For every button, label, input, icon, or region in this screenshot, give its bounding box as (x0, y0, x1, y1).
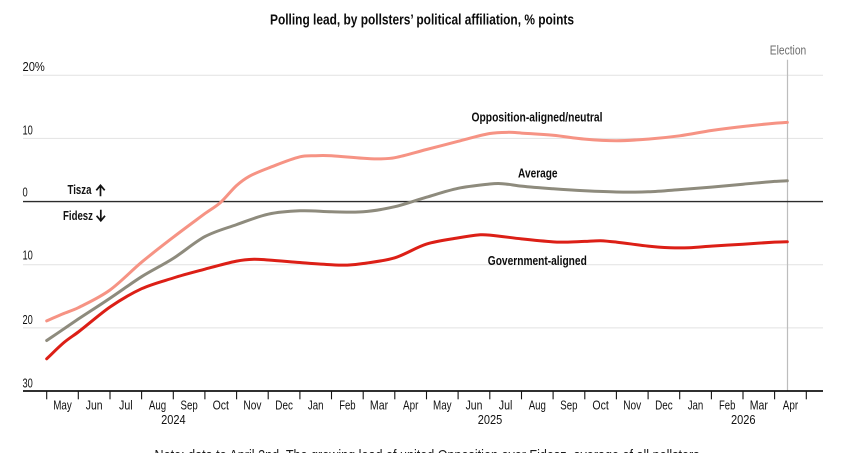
svg-text:Note: data to April 2nd. The g: Note: data to April 2nd. The growing lea… (155, 447, 700, 453)
svg-text:Election: Election (770, 43, 807, 58)
svg-text:May: May (433, 398, 452, 413)
svg-text:Aug: Aug (529, 398, 546, 413)
svg-text:Jun: Jun (86, 398, 103, 413)
svg-text:Mar: Mar (370, 398, 389, 413)
svg-text:30: 30 (23, 375, 33, 390)
svg-text:Mar: Mar (750, 398, 769, 413)
svg-text:Oct: Oct (213, 398, 230, 413)
svg-text:10: 10 (23, 123, 33, 138)
svg-text:Fidesz: Fidesz (63, 208, 93, 223)
svg-text:Dec: Dec (275, 398, 293, 413)
svg-text:Dec: Dec (655, 398, 673, 413)
svg-text:Aug: Aug (149, 398, 166, 413)
svg-text:0: 0 (23, 184, 28, 199)
svg-text:Jun: Jun (466, 398, 483, 413)
svg-text:Jan: Jan (688, 398, 704, 413)
svg-text:Oct: Oct (592, 398, 609, 413)
svg-text:Sep: Sep (560, 398, 577, 413)
svg-text:20: 20 (23, 312, 33, 327)
svg-text:Tisza: Tisza (68, 182, 93, 197)
svg-text:Jul: Jul (499, 398, 513, 413)
svg-text:Apr: Apr (783, 398, 799, 413)
svg-text:Feb: Feb (339, 398, 355, 413)
svg-text:10: 10 (23, 248, 33, 263)
svg-text:Feb: Feb (719, 398, 735, 413)
svg-text:May: May (53, 398, 72, 413)
svg-text:20%: 20% (23, 59, 46, 74)
svg-text:Jul: Jul (119, 398, 133, 413)
svg-text:2024: 2024 (161, 412, 186, 427)
svg-text:Opposition-aligned/neutral: Opposition-aligned/neutral (472, 110, 603, 125)
svg-text:Sep: Sep (181, 398, 198, 413)
svg-text:Nov: Nov (243, 398, 261, 413)
svg-text:Jan: Jan (308, 398, 324, 413)
svg-text:Apr: Apr (403, 398, 419, 413)
svg-text:Nov: Nov (623, 398, 641, 413)
svg-text:Government-aligned: Government-aligned (488, 253, 587, 268)
svg-text:Polling lead, by pollsters’ po: Polling lead, by pollsters’ political af… (270, 13, 574, 29)
svg-text:Average: Average (518, 166, 558, 181)
svg-text:2025: 2025 (478, 412, 503, 427)
svg-text:2026: 2026 (731, 412, 756, 427)
